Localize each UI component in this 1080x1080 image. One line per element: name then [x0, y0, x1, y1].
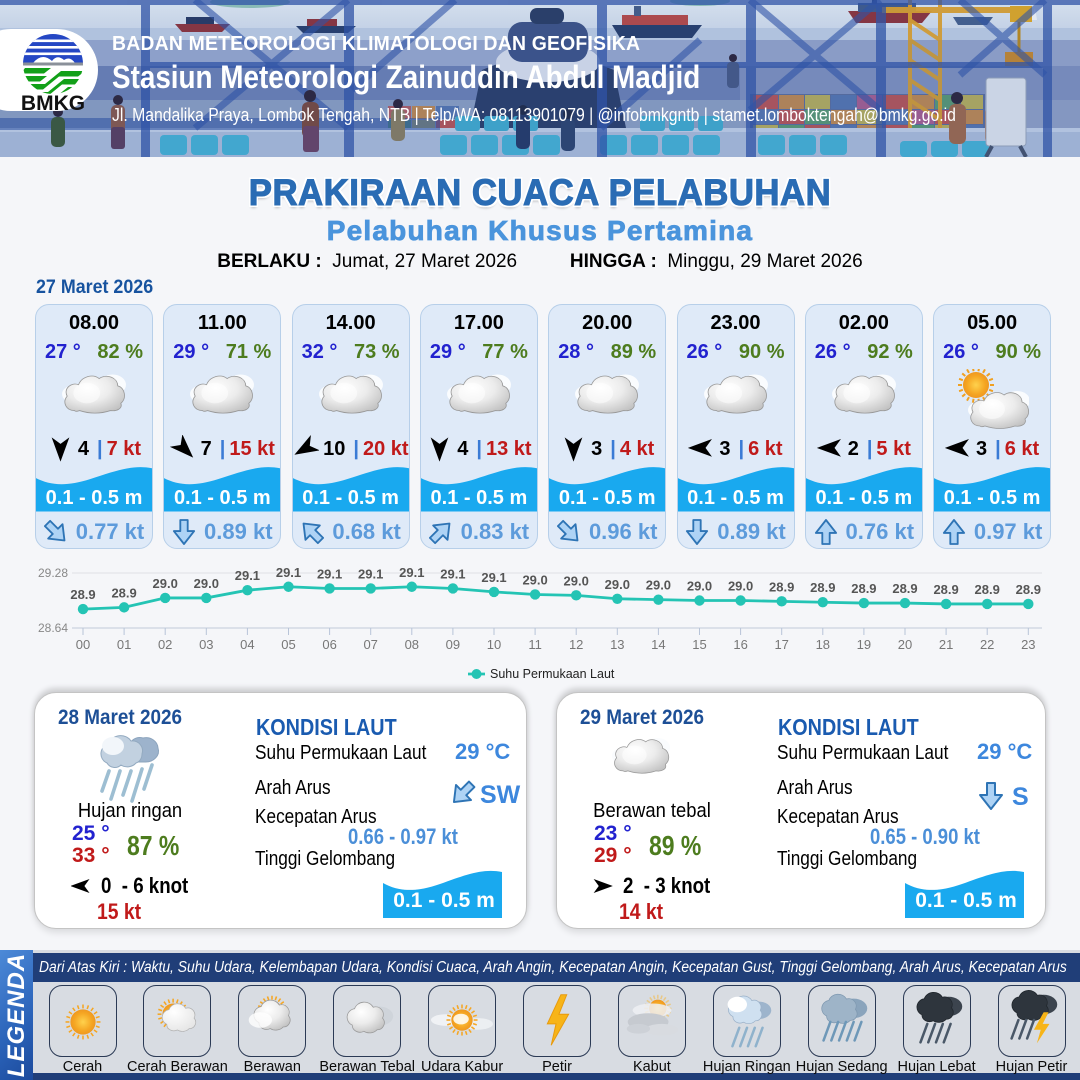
svg-text:03: 03: [199, 637, 213, 652]
svg-text:06: 06: [322, 637, 336, 652]
svg-text:09: 09: [446, 637, 460, 652]
svg-text:28.9: 28.9: [810, 580, 835, 595]
svg-text:10: 10: [487, 637, 501, 652]
svg-text:18: 18: [816, 637, 830, 652]
svg-text:05: 05: [281, 637, 295, 652]
svg-text:28.9: 28.9: [769, 579, 794, 594]
svg-text:28.9: 28.9: [70, 587, 95, 602]
svg-text:13: 13: [610, 637, 624, 652]
svg-text:29.0: 29.0: [194, 576, 219, 591]
svg-text:14: 14: [651, 637, 665, 652]
svg-text:0.1 - 0.5 m: 0.1 - 0.5 m: [915, 889, 1017, 912]
svg-text:01: 01: [117, 637, 131, 652]
svg-text:29.0: 29.0: [605, 577, 630, 592]
svg-text:12: 12: [569, 637, 583, 652]
svg-text:29.0: 29.0: [646, 578, 671, 593]
svg-text:04: 04: [240, 637, 254, 652]
svg-text:29.0: 29.0: [153, 576, 178, 591]
svg-text:0.1 - 0.5 m: 0.1 - 0.5 m: [393, 889, 495, 912]
svg-text:29.1: 29.1: [317, 566, 342, 581]
svg-text:28.9: 28.9: [111, 585, 136, 600]
svg-text:BMKG: BMKG: [21, 92, 85, 112]
svg-text:28.9: 28.9: [975, 582, 1000, 597]
svg-text:07: 07: [363, 637, 377, 652]
svg-text:28.9: 28.9: [851, 581, 876, 596]
svg-text:29.1: 29.1: [399, 565, 424, 580]
svg-text:29.1: 29.1: [276, 565, 301, 580]
svg-text:29.0: 29.0: [564, 573, 589, 588]
svg-text:29.0: 29.0: [522, 572, 547, 587]
svg-text:29.28: 29.28: [38, 566, 68, 580]
svg-text:28.9: 28.9: [933, 582, 958, 597]
svg-text:15: 15: [692, 637, 706, 652]
svg-text:08: 08: [405, 637, 419, 652]
svg-text:11: 11: [528, 637, 542, 652]
svg-text:28.9: 28.9: [892, 581, 917, 596]
svg-text:28.64: 28.64: [38, 621, 68, 635]
svg-text:16: 16: [733, 637, 747, 652]
svg-text:29.0: 29.0: [728, 579, 753, 594]
svg-text:17: 17: [774, 637, 788, 652]
svg-text:29.1: 29.1: [358, 566, 383, 581]
svg-text:21: 21: [939, 637, 953, 652]
svg-text:00: 00: [76, 637, 90, 652]
svg-text:Suhu Permukaan Laut: Suhu Permukaan Laut: [490, 667, 615, 681]
svg-text:28.9: 28.9: [1016, 582, 1041, 597]
svg-text:23: 23: [1021, 637, 1035, 652]
svg-text:02: 02: [158, 637, 172, 652]
svg-text:19: 19: [857, 637, 871, 652]
svg-text:29.1: 29.1: [481, 570, 506, 585]
svg-text:22: 22: [980, 637, 994, 652]
svg-text:29.1: 29.1: [440, 566, 465, 581]
svg-text:29.0: 29.0: [687, 579, 712, 594]
svg-text:20: 20: [898, 637, 912, 652]
svg-text:29.1: 29.1: [235, 568, 260, 583]
